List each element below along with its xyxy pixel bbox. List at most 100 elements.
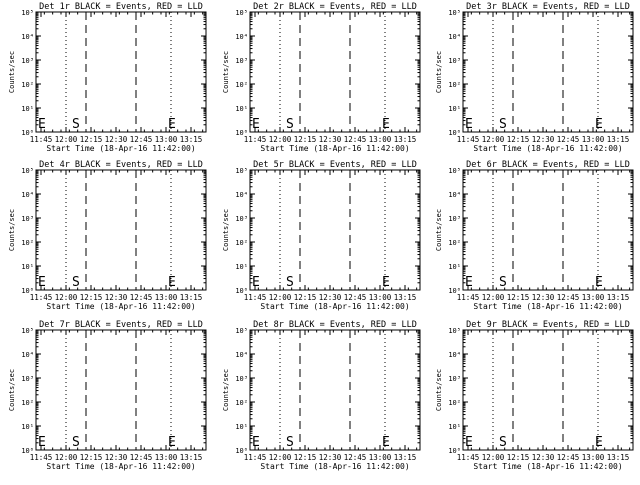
- y-tick-label: 10¹: [235, 105, 248, 113]
- x-tick-label: 12:00: [482, 135, 505, 144]
- end-label-left: E: [465, 275, 473, 290]
- y-tick-label: 10⁵: [235, 9, 248, 17]
- plot-frame: [462, 329, 634, 451]
- x-tick-label: 13:15: [607, 135, 630, 144]
- detector-panel: Det 2r BLACK = Events, RED = LLD 10⁰ 10¹ 10…: [222, 2, 421, 153]
- x-axis-title: Start Time (18-Apr-16 11:42:00): [46, 302, 195, 311]
- x-axis-title: Start Time (18-Apr-16 11:42:00): [46, 144, 195, 153]
- x-tick-label: 12:00: [55, 453, 78, 462]
- end-label-left: E: [252, 435, 260, 450]
- y-axis-title: Counts/sec: [435, 369, 443, 411]
- x-tick-label: 13:00: [155, 293, 178, 302]
- end-label-left: E: [465, 435, 473, 450]
- y-tick-label: 10²: [235, 239, 248, 247]
- end-label: E: [168, 435, 176, 450]
- x-tick-label: 13:15: [394, 453, 417, 462]
- start-label: S: [286, 117, 294, 132]
- x-tick-label: 13:15: [394, 293, 417, 302]
- x-tick-label: 12:15: [507, 293, 530, 302]
- x-tick-label: 12:00: [55, 293, 78, 302]
- x-tick-label: 12:15: [507, 453, 530, 462]
- y-tick-label: 10²: [235, 399, 248, 407]
- end-label-left: E: [465, 117, 473, 132]
- x-tick-label: 12:15: [507, 135, 530, 144]
- x-tick-label: 11:45: [30, 135, 53, 144]
- plot-frame: [35, 329, 207, 451]
- y-tick-label: 10³: [235, 57, 248, 65]
- x-tick-label: 13:15: [394, 135, 417, 144]
- end-label: E: [168, 117, 176, 132]
- y-tick-label: 10¹: [21, 105, 34, 113]
- detector-panel: Det 3r BLACK = Events, RED = LLD 10⁰ 10¹ 10…: [435, 2, 634, 153]
- y-tick-label: 10⁵: [235, 167, 248, 175]
- y-tick-label: 10⁵: [21, 9, 34, 17]
- y-axis-title: Counts/sec: [222, 51, 230, 93]
- x-tick-label: 12:30: [532, 453, 555, 462]
- y-tick-label: 10¹: [235, 423, 248, 431]
- panel-title: Det 9r BLACK = Events, RED = LLD: [466, 320, 630, 330]
- x-tick-label: 12:00: [269, 453, 292, 462]
- y-tick-label: 10¹: [448, 423, 461, 431]
- x-tick-label: 13:00: [582, 453, 605, 462]
- y-tick-label: 10⁰: [448, 447, 461, 455]
- y-tick-label: 10⁰: [448, 129, 461, 137]
- x-axis-title: Start Time (18-Apr-16 11:42:00): [46, 462, 195, 471]
- x-tick-label: 11:45: [457, 293, 480, 302]
- panel-title: Det 5r BLACK = Events, RED = LLD: [253, 160, 417, 170]
- y-tick-label: 10⁵: [235, 327, 248, 335]
- end-label: E: [382, 117, 390, 132]
- y-tick-label: 10²: [21, 81, 34, 89]
- panel-title: Det 3r BLACK = Events, RED = LLD: [466, 2, 630, 12]
- y-tick-label: 10¹: [448, 263, 461, 271]
- detector-panel: Det 6r BLACK = Events, RED = LLD 10⁰ 10¹ 10…: [435, 160, 634, 311]
- x-tick-label: 12:30: [319, 293, 342, 302]
- y-tick-label: 10⁴: [235, 191, 248, 199]
- y-tick-label: 10⁵: [448, 9, 461, 17]
- x-tick-label: 12:15: [294, 453, 317, 462]
- x-tick-label: 12:00: [269, 293, 292, 302]
- end-label: E: [595, 435, 603, 450]
- y-tick-label: 10⁴: [21, 33, 34, 41]
- x-tick-label: 13:00: [582, 293, 605, 302]
- x-tick-label: 12:15: [294, 135, 317, 144]
- y-axis-title: Counts/sec: [222, 369, 230, 411]
- y-tick-label: 10²: [21, 399, 34, 407]
- panel-title: Det 7r BLACK = Events, RED = LLD: [39, 320, 203, 330]
- y-tick-label: 10³: [448, 375, 461, 383]
- x-tick-label: 11:45: [244, 453, 267, 462]
- plot-frame: [462, 169, 634, 291]
- x-tick-label: 12:15: [80, 453, 103, 462]
- detector-panel: Det 4r BLACK = Events, RED = LLD 10⁰ 10¹ 10…: [8, 160, 207, 311]
- end-label: E: [595, 275, 603, 290]
- plot-frame: [249, 329, 421, 451]
- y-tick-label: 10¹: [448, 105, 461, 113]
- y-tick-label: 10³: [21, 57, 34, 65]
- x-tick-label: 12:15: [80, 135, 103, 144]
- y-tick-label: 10³: [21, 215, 34, 223]
- y-axis-title: Counts/sec: [8, 369, 16, 411]
- y-tick-label: 10³: [448, 57, 461, 65]
- x-tick-label: 11:45: [30, 453, 53, 462]
- y-tick-label: 10²: [21, 239, 34, 247]
- plot-frame: [462, 11, 634, 133]
- y-tick-label: 10⁴: [21, 191, 34, 199]
- x-axis-title: Start Time (18-Apr-16 11:42:00): [260, 144, 409, 153]
- y-tick-label: 10⁰: [21, 447, 34, 455]
- y-tick-label: 10⁰: [235, 129, 248, 137]
- x-tick-label: 12:15: [294, 293, 317, 302]
- panel-title: Det 8r BLACK = Events, RED = LLD: [253, 320, 417, 330]
- x-tick-label: 12:45: [344, 135, 367, 144]
- y-tick-label: 10¹: [235, 263, 248, 271]
- end-label: E: [168, 275, 176, 290]
- y-axis-title: Counts/sec: [8, 209, 16, 251]
- end-label-left: E: [38, 275, 46, 290]
- y-tick-label: 10⁰: [21, 287, 34, 295]
- panel-title: Det 1r BLACK = Events, RED = LLD: [39, 2, 203, 12]
- y-tick-label: 10⁵: [21, 167, 34, 175]
- panel-title: Det 4r BLACK = Events, RED = LLD: [39, 160, 203, 170]
- end-label-left: E: [38, 435, 46, 450]
- panel-title: Det 2r BLACK = Events, RED = LLD: [253, 2, 417, 12]
- start-label: S: [286, 435, 294, 450]
- x-tick-label: 13:00: [369, 293, 392, 302]
